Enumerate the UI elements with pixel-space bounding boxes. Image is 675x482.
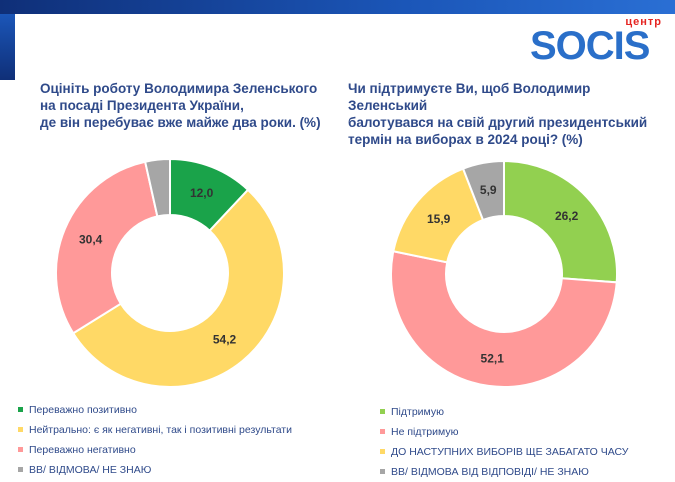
data-label: 30,4 xyxy=(79,233,103,247)
legend-swatch xyxy=(380,408,385,414)
donut-chart-second-term: 26,2 52,1 15,9 5,9 xyxy=(390,160,618,388)
legend-label: ВВ/ ВІДМОВА/ НЕ ЗНАЮ xyxy=(29,464,152,476)
legend-swatch xyxy=(380,428,385,434)
donut-slice xyxy=(503,160,618,284)
legend-item: Не підтримую xyxy=(380,422,628,442)
side-accent-bar xyxy=(0,14,15,80)
donut-slice xyxy=(461,160,505,222)
legend-label: Нейтрально: є як негативні, так і позити… xyxy=(29,424,292,436)
donut-chart-approval: 12,054,230,43,5 xyxy=(55,158,285,388)
legend-item: ВВ/ ВІДМОВА ВІД ВІДПОВІДІ/ НЕ ЗНАЮ xyxy=(380,462,628,482)
legend-item: Нейтрально: є як негативні, так і позити… xyxy=(18,420,292,440)
legend-swatch xyxy=(18,406,23,412)
data-label: 12,0 xyxy=(190,186,214,200)
data-label: 52,1 xyxy=(481,352,505,366)
header-bar xyxy=(0,0,675,14)
legend-swatch xyxy=(18,466,23,472)
data-label: 26,2 xyxy=(555,209,579,223)
legend-swatch xyxy=(18,446,23,452)
legend-item: Підтримую xyxy=(380,402,628,422)
donut-slice xyxy=(71,188,285,388)
legend-second-term: Підтримую Не підтримую ДО НАСТУПНИХ ВИБО… xyxy=(380,402,628,482)
legend-swatch xyxy=(380,468,385,474)
legend-label: ВВ/ ВІДМОВА ВІД ВІДПОВІДІ/ НЕ ЗНАЮ xyxy=(391,466,589,478)
legend-swatch xyxy=(18,426,23,432)
legend-label: Переважно негативно xyxy=(29,444,136,456)
legend-item: ВВ/ ВІДМОВА/ НЕ ЗНАЮ xyxy=(18,460,292,480)
logo-centr-text: центр xyxy=(625,16,662,28)
chart-title-second-term: Чи підтримуєте Ви, щоб Володимир Зеленсь… xyxy=(348,81,648,147)
logo-wordmark: SOCIS xyxy=(530,24,650,68)
donut-slice xyxy=(55,160,159,335)
data-label: 15,9 xyxy=(427,212,451,226)
legend-swatch xyxy=(380,448,385,454)
chart-title-approval: Оцініть роботу Володимира Зеленського на… xyxy=(40,81,321,130)
legend-item: Переважно позитивно xyxy=(18,400,292,420)
donut-slice xyxy=(143,158,171,218)
legend-item: ДО НАСТУПНИХ ВИБОРІВ ЩЕ ЗАБАГАТО ЧАСУ xyxy=(380,442,628,462)
data-label: 54,2 xyxy=(213,332,237,346)
legend-label: Переважно позитивно xyxy=(29,404,137,416)
legend-label: Не підтримую xyxy=(391,426,459,438)
socis-logo: центр SOCIS xyxy=(530,16,670,68)
legend-item: Переважно негативно xyxy=(18,440,292,460)
legend-approval: Переважно позитивно Нейтрально: є як нег… xyxy=(18,400,292,480)
donut-slice xyxy=(390,250,618,388)
data-label: 5,9 xyxy=(480,183,497,197)
legend-label: ДО НАСТУПНИХ ВИБОРІВ ЩЕ ЗАБАГАТО ЧАСУ xyxy=(391,446,629,458)
legend-label: Підтримую xyxy=(391,406,444,418)
